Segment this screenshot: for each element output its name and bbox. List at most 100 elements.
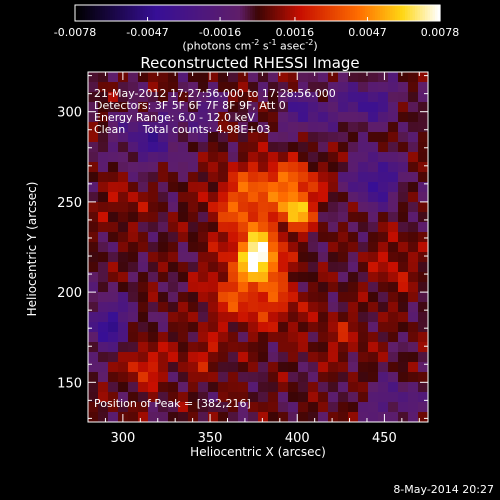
- colorbar-cell: [297, 5, 301, 21]
- image-pixel: [388, 402, 399, 413]
- image-pixel: [298, 382, 309, 393]
- image-pixel: [298, 72, 309, 83]
- colorbar-cell: [320, 5, 324, 21]
- image-pixel: [98, 302, 109, 313]
- image-pixel: [168, 362, 179, 373]
- image-pixel: [118, 222, 129, 233]
- image-pixel: [248, 182, 259, 193]
- image-pixel: [358, 122, 369, 133]
- colorbar-tick-label: 0.0078: [421, 26, 460, 39]
- image-pixel: [268, 82, 279, 93]
- colorbar-cell: [352, 5, 356, 21]
- image-pixel: [228, 142, 239, 153]
- image-pixel: [168, 202, 179, 213]
- colorbar-cell: [95, 5, 99, 21]
- image-pixel: [218, 302, 229, 313]
- image-pixel: [358, 172, 369, 183]
- image-pixel: [168, 192, 179, 203]
- image-pixel: [398, 252, 409, 263]
- image-pixel: [118, 272, 129, 283]
- image-pixel: [418, 382, 429, 393]
- image-pixel: [128, 282, 139, 293]
- image-pixel: [298, 322, 309, 333]
- image-pixel: [298, 412, 309, 423]
- image-pixel: [228, 112, 239, 123]
- image-pixel: [408, 262, 419, 273]
- image-pixel: [168, 372, 179, 383]
- image-pixel: [398, 122, 409, 133]
- colorbar-cell: [237, 5, 241, 21]
- image-pixel: [128, 372, 139, 383]
- image-pixel: [368, 82, 379, 93]
- colorbar-cell: [387, 5, 391, 21]
- image-pixel: [368, 272, 379, 283]
- colorbar-cell: [395, 5, 399, 21]
- image-pixel: [218, 92, 229, 103]
- image-pixel: [158, 382, 169, 393]
- image-pixel: [208, 122, 219, 133]
- image-pixel: [328, 172, 339, 183]
- image-pixel: [278, 212, 289, 223]
- image-pixel: [398, 222, 409, 233]
- image-pixel: [238, 222, 249, 233]
- image-pixel: [118, 252, 129, 263]
- image-pixel: [258, 262, 269, 273]
- image-pixel: [318, 212, 329, 223]
- image-pixel: [108, 252, 119, 263]
- image-pixel: [388, 72, 399, 83]
- image-pixel: [218, 132, 229, 143]
- image-pixel: [338, 392, 349, 403]
- image-pixel: [348, 112, 359, 123]
- image-pixel: [128, 412, 139, 423]
- image-pixel: [378, 192, 389, 203]
- image-pixel: [98, 262, 109, 273]
- image-pixel: [248, 282, 259, 293]
- image-pixel: [158, 232, 169, 243]
- image-pixel: [328, 242, 339, 253]
- image-pixel: [118, 292, 129, 303]
- image-pixel: [218, 112, 229, 123]
- image-pixel: [378, 132, 389, 143]
- image-pixel: [178, 282, 189, 293]
- image-pixel: [398, 202, 409, 213]
- image-pixel: [258, 162, 269, 173]
- image-pixel: [258, 112, 269, 123]
- image-pixel: [88, 292, 99, 303]
- image-pixel: [178, 352, 189, 363]
- image-pixel: [158, 192, 169, 203]
- y-tick-label: 150: [57, 376, 82, 391]
- image-pixel: [368, 372, 379, 383]
- image-pixel: [138, 262, 149, 273]
- image-pixel: [388, 362, 399, 373]
- image-pixel: [188, 82, 199, 93]
- image-pixel: [288, 112, 299, 123]
- image-pixel: [348, 202, 359, 213]
- image-pixel: [388, 202, 399, 213]
- image-pixel: [98, 212, 109, 223]
- image-pixel: [318, 132, 329, 143]
- colorbar-cell: [147, 5, 151, 21]
- image-pixel: [258, 362, 269, 373]
- colorbar-cell: [417, 5, 421, 21]
- image-pixel: [378, 222, 389, 233]
- y-axis-label: Heliocentric Y (arcsec): [25, 181, 39, 317]
- colorbar-cell: [175, 5, 179, 21]
- image-pixel: [138, 182, 149, 193]
- image-pixel: [298, 182, 309, 193]
- image-pixel: [258, 352, 269, 363]
- image-pixel: [98, 92, 109, 103]
- image-pixel: [258, 102, 269, 113]
- image-pixel: [398, 132, 409, 143]
- image-pixel: [278, 302, 289, 313]
- image-pixel: [138, 282, 149, 293]
- colorbar-cell: [105, 5, 109, 21]
- image-pixel: [288, 312, 299, 323]
- image-pixel: [348, 92, 359, 103]
- image-pixel: [338, 82, 349, 93]
- image-pixel: [418, 352, 429, 363]
- image-pixel: [348, 142, 359, 153]
- image-pixel: [208, 302, 219, 313]
- image-pixel: [348, 332, 359, 343]
- image-pixel: [308, 402, 319, 413]
- image-pixel: [398, 322, 409, 333]
